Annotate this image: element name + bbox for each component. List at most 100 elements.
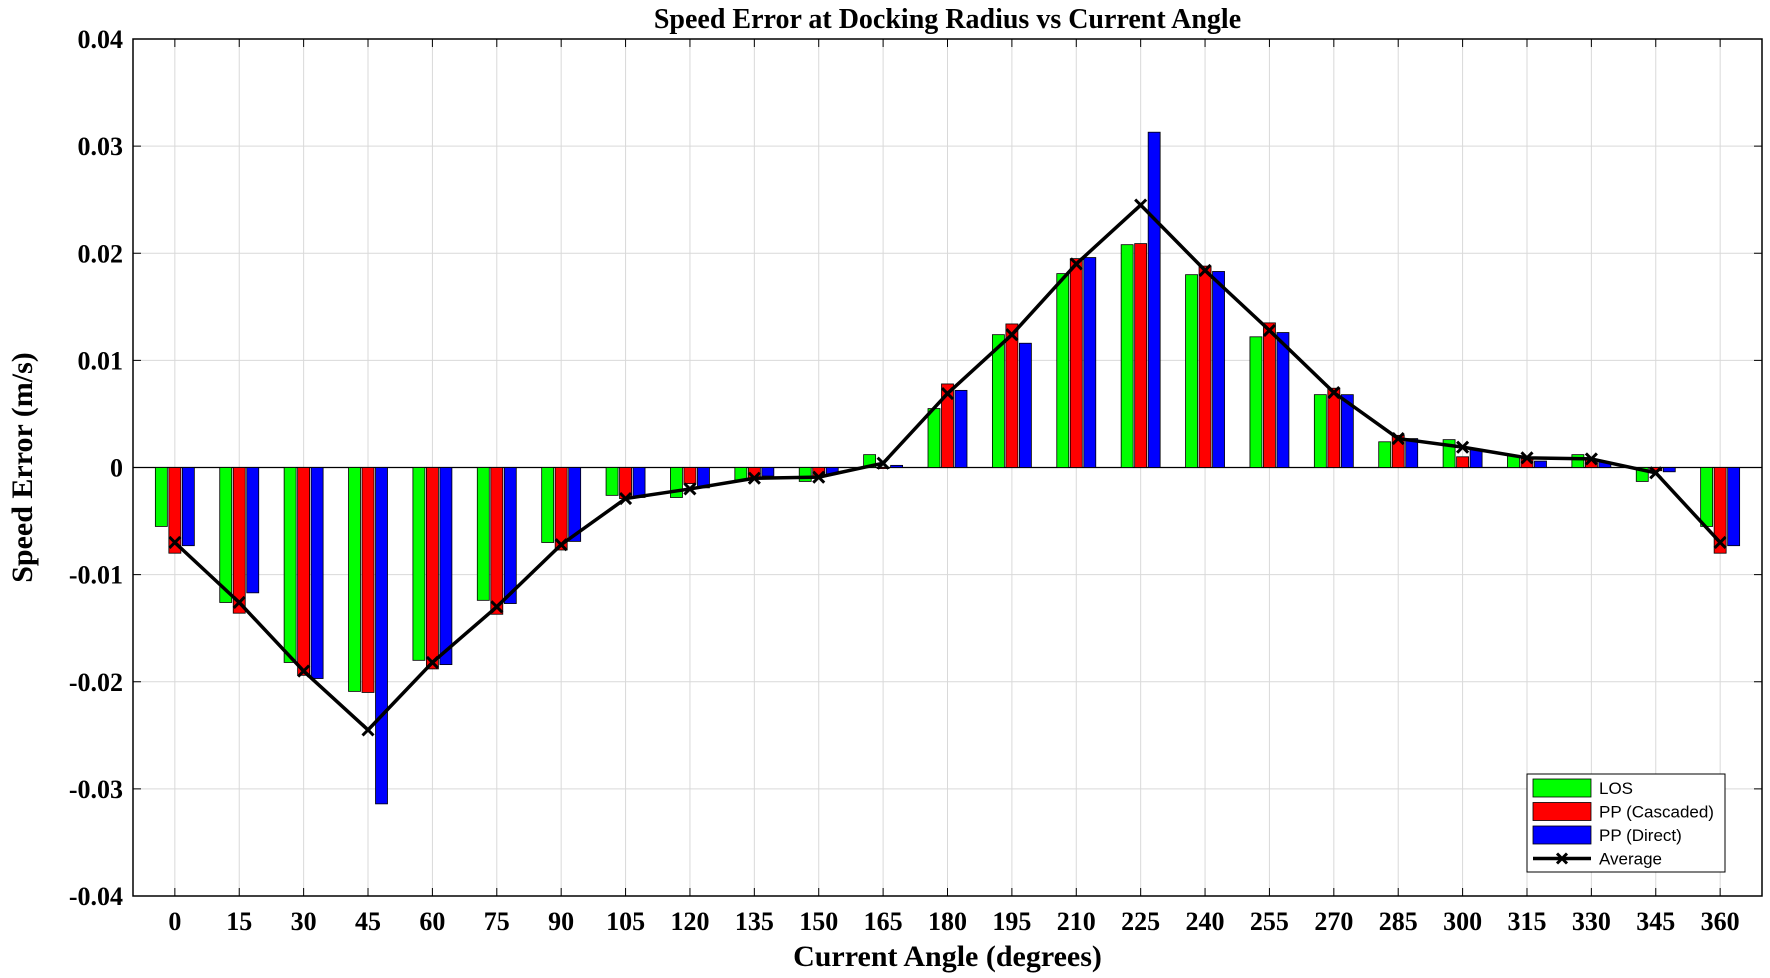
average-marker [168, 535, 182, 550]
bar-pp-cascaded [1327, 387, 1341, 468]
legend-label-average: Average [1599, 850, 1662, 869]
x-tick-label: 120 [670, 907, 709, 936]
average-marker [812, 470, 826, 484]
x-tick-label: 330 [1572, 907, 1611, 936]
bar-pp-direct [632, 467, 646, 498]
tick-layer: -0.04 -0.03 -0.02 -0.01 0 0.01 0.02 0.03 0.04 0 15… [69, 25, 1762, 936]
bar-layer [154, 131, 1741, 805]
bar-los [541, 467, 555, 543]
legend-swatch-pp-direct [1532, 825, 1592, 845]
x-tick-label: 345 [1636, 907, 1675, 936]
bar-pp-direct [375, 467, 388, 805]
bar-los [1249, 336, 1263, 468]
bar-pp-direct [1340, 394, 1354, 468]
average-marker [490, 600, 504, 614]
average-marker [1584, 452, 1598, 466]
x-tick-label: 75 [484, 907, 510, 936]
x-tick-label: 270 [1314, 907, 1353, 936]
bar-pp-direct [890, 464, 904, 468]
x-tick-label: 105 [606, 907, 645, 936]
average-marker [361, 723, 375, 737]
bar-pp-cascaded [490, 467, 504, 615]
y-tick-label: 0.02 [78, 239, 124, 268]
legend: LOS PP (Cascaded) PP (Direct) Average [1526, 773, 1726, 873]
bar-pp-direct [1147, 131, 1161, 468]
bar-pp-cascaded [297, 467, 311, 676]
y-tick-label: 0.03 [78, 132, 124, 161]
x-tick-label: 255 [1250, 907, 1289, 936]
bar-pp-direct [246, 467, 260, 594]
average-marker [619, 492, 633, 506]
average-marker [1327, 385, 1341, 400]
x-tick-label: 210 [1057, 907, 1096, 936]
bar-pp-cascaded [1713, 467, 1727, 554]
bar-los [348, 467, 361, 692]
line-layer [168, 198, 1727, 737]
average-marker [1391, 432, 1405, 446]
bar-pp-cascaded [1069, 258, 1083, 468]
bar-pp-direct [503, 467, 517, 604]
bar-pp-direct [568, 467, 582, 542]
x-tick-label: 60 [419, 907, 445, 936]
x-tick-label: 225 [1121, 907, 1160, 936]
bar-los [1378, 441, 1392, 468]
x-tick-label: 240 [1186, 907, 1225, 936]
legend-label-pp-cascaded: PP (Cascaded) [1599, 803, 1714, 822]
bar-pp-direct [310, 467, 324, 679]
average-marker [1134, 198, 1148, 212]
legend-label-los: LOS [1599, 779, 1633, 798]
x-tick-label: 15 [226, 907, 252, 936]
average-marker [232, 595, 246, 610]
bar-pp-direct [181, 467, 195, 547]
x-tick-label: 0 [168, 907, 181, 936]
bar-pp-direct [954, 389, 968, 468]
average-marker [554, 538, 568, 552]
bar-pp-cascaded [941, 383, 954, 468]
x-tick-label: 300 [1443, 907, 1482, 936]
bar-pp-cascaded [1456, 456, 1469, 468]
bar-los [1120, 244, 1134, 468]
bar-pp-cascaded [1263, 322, 1276, 468]
y-tick-label: -0.01 [69, 561, 123, 590]
bar-pp-direct [1534, 460, 1547, 468]
bar-pp-direct [1662, 467, 1676, 473]
y-tick-label: -0.02 [69, 668, 123, 697]
y-tick-label: -0.03 [69, 775, 123, 804]
bar-pp-direct [1469, 448, 1483, 468]
x-tick-label: 285 [1379, 907, 1418, 936]
y-tick-label: 0.01 [78, 346, 124, 375]
x-tick-label: 315 [1507, 907, 1546, 936]
bar-los [1185, 274, 1198, 468]
bar-los [219, 467, 233, 603]
x-tick-label: 90 [548, 907, 574, 936]
x-axis-label: Current Angle (degrees) [793, 940, 1102, 973]
average-marker [1713, 535, 1727, 550]
average-marker [876, 456, 890, 470]
bar-pp-direct [761, 467, 775, 477]
bar-pp-direct [1018, 342, 1032, 468]
bar-los [476, 467, 490, 601]
average-marker [1262, 323, 1276, 337]
bar-pp-direct [1212, 271, 1225, 468]
bar-pp-cascaded [683, 467, 697, 484]
bar-pp-direct [1083, 257, 1097, 468]
bar-los [1056, 273, 1070, 468]
average-marker [1520, 451, 1534, 465]
x-tick-label: 165 [864, 907, 903, 936]
x-tick-label: 195 [992, 907, 1031, 936]
bar-pp-cascaded [1005, 323, 1019, 468]
x-tick-label: 45 [355, 907, 381, 936]
bar-los [283, 467, 297, 663]
bar-pp-cascaded [426, 467, 439, 670]
bar-pp-direct [1727, 467, 1741, 547]
bar-pp-cascaded [1198, 265, 1212, 468]
average-marker [683, 482, 697, 496]
bar-los [605, 467, 619, 496]
bar-pp-cascaded [232, 467, 246, 614]
average-marker [425, 655, 439, 670]
legend-swatch-average [1533, 852, 1591, 865]
average-marker [1649, 466, 1663, 480]
bar-pp-cascaded [361, 467, 375, 693]
